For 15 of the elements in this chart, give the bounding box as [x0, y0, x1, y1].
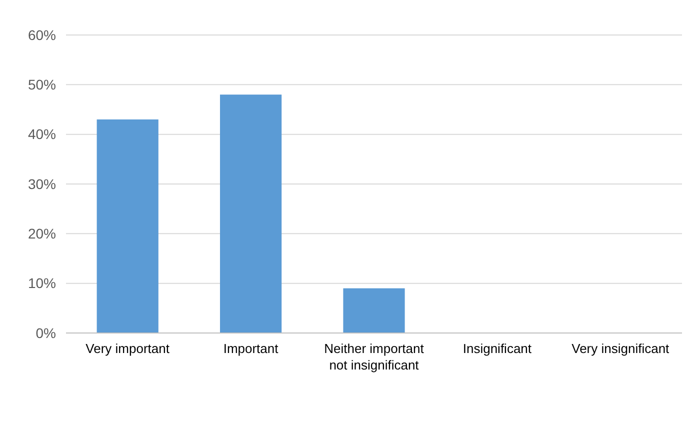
- x-tick-label: Very insignificant: [572, 341, 670, 356]
- bar: [96, 119, 158, 333]
- y-tick-label: 20%: [28, 226, 56, 242]
- y-tick-label: 40%: [28, 126, 56, 142]
- x-tick-label: Neither important not insignificant: [324, 341, 424, 372]
- y-tick-label: 60%: [28, 26, 56, 43]
- y-tick-label: 30%: [28, 176, 56, 192]
- bar: [343, 288, 405, 333]
- y-tick-label: 50%: [28, 76, 56, 93]
- x-tick-label: Important: [223, 341, 279, 356]
- x-tick-label: Insignificant: [462, 341, 532, 356]
- bar: [220, 94, 282, 333]
- y-tick-label: 0%: [36, 324, 56, 341]
- x-tick-label: Very important: [86, 341, 170, 356]
- y-tick-label: 10%: [28, 275, 56, 292]
